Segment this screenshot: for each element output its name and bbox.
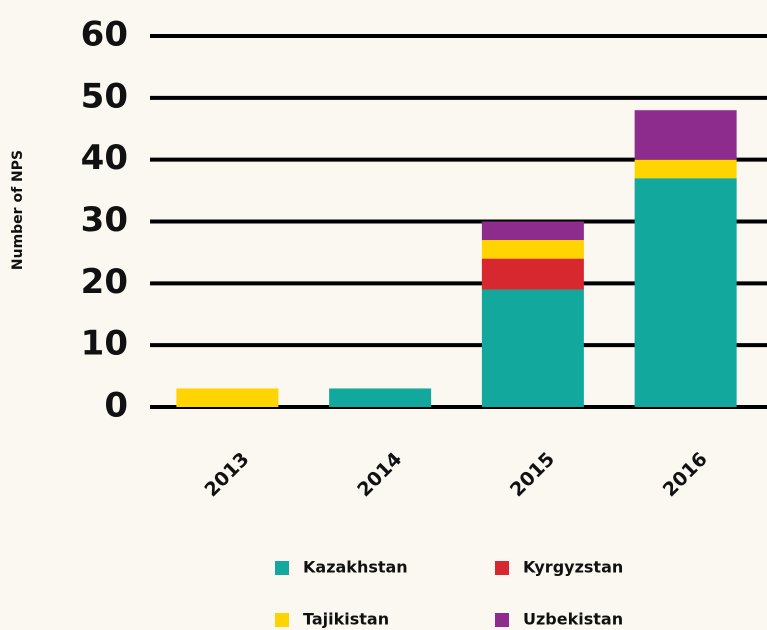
- x-tick-label: 2015: [506, 448, 559, 501]
- bar-segment: [176, 388, 279, 407]
- legend-label: Tajikistan: [303, 610, 389, 629]
- x-tick-label: 2016: [659, 448, 712, 501]
- x-tick-label: 2013: [201, 448, 254, 501]
- bar-segment: [481, 289, 584, 407]
- bar-segment: [481, 258, 584, 290]
- y-tick-label: 60: [81, 15, 128, 55]
- legend-label: Uzbekistan: [523, 610, 623, 629]
- x-tick-label: 2014: [353, 448, 406, 501]
- y-tick-label: 30: [81, 200, 128, 240]
- bar-segment: [329, 388, 432, 407]
- legend-swatch: [275, 561, 289, 575]
- legend-label: Kyrgyzstan: [523, 558, 623, 577]
- bar-segment: [634, 178, 737, 407]
- y-tick-label: 20: [81, 262, 128, 302]
- bar-segment: [634, 110, 737, 160]
- bar-segment: [481, 240, 584, 259]
- bar-segment: [634, 159, 737, 179]
- y-tick-label: 10: [81, 324, 128, 364]
- legend-swatch: [495, 613, 509, 627]
- legend-swatch: [495, 561, 509, 575]
- y-tick-label: 40: [81, 138, 128, 178]
- y-tick-label: 0: [104, 386, 128, 426]
- y-tick-label: 50: [81, 76, 128, 116]
- y-axis-label: Number of NPS: [10, 150, 26, 270]
- bar-segment: [481, 221, 584, 241]
- legend-label: Kazakhstan: [303, 558, 408, 577]
- legend-swatch: [275, 613, 289, 627]
